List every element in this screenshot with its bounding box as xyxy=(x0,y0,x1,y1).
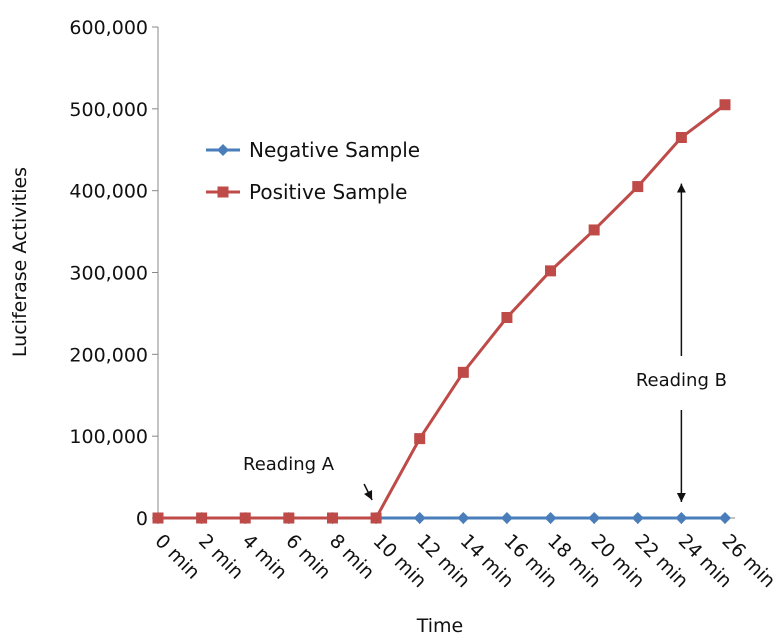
y-tick-label: 600,000 xyxy=(69,17,148,39)
data-point xyxy=(501,312,513,324)
series-line xyxy=(158,103,726,520)
legend-item: Negative Sample xyxy=(206,138,420,162)
legend-item: Positive Sample xyxy=(206,180,407,204)
y-tick-label: 300,000 xyxy=(69,263,148,285)
legend-swatch-marker xyxy=(217,144,229,156)
data-point xyxy=(152,512,164,524)
data-point xyxy=(370,512,382,524)
data-point xyxy=(588,224,600,236)
data-point xyxy=(500,512,513,524)
legend-swatch-marker xyxy=(217,186,229,198)
data-point xyxy=(719,99,731,111)
annotation-reading-b: Reading B xyxy=(636,370,727,391)
data-point xyxy=(326,512,338,524)
y-tick-label: 100,000 xyxy=(69,426,148,448)
data-point xyxy=(457,366,469,378)
y-axis-ticks: 0 100,000 200,000 300,000 400,000 500,000 600,… xyxy=(69,17,158,530)
data-point xyxy=(675,131,687,143)
data-point xyxy=(196,512,208,524)
y-tick-label: 0 xyxy=(136,508,148,530)
data-point xyxy=(413,512,426,524)
y-axis-title: Luciferase Activities xyxy=(9,167,31,357)
data-point xyxy=(414,433,426,445)
legend-label: Negative Sample xyxy=(249,138,420,162)
x-tick-label: 6 min xyxy=(281,530,335,584)
data-point xyxy=(457,512,470,524)
legend: Negative Sample Positive Sample xyxy=(206,138,420,204)
x-tick-label: 4 min xyxy=(238,530,292,584)
annotation-reading-a: Reading A xyxy=(243,454,335,475)
data-point xyxy=(588,512,601,524)
data-point xyxy=(239,512,251,524)
data-point xyxy=(719,512,731,524)
series-layer xyxy=(152,99,731,524)
legend-label: Positive Sample xyxy=(249,180,407,204)
data-point xyxy=(631,512,644,524)
x-tick-label: 0 min xyxy=(150,530,204,584)
x-tick-label: 8 min xyxy=(325,530,379,584)
y-tick-label: 400,000 xyxy=(69,181,148,203)
annotation-arrow-a xyxy=(363,483,373,501)
data-point xyxy=(545,265,557,277)
axes xyxy=(157,27,735,519)
annotation-layer: Reading A Reading B xyxy=(243,183,727,502)
data-point xyxy=(283,512,295,524)
data-point xyxy=(632,181,644,193)
data-point xyxy=(675,512,688,524)
x-axis-title: Time xyxy=(416,615,464,637)
series-positive xyxy=(152,99,731,524)
y-tick-label: 200,000 xyxy=(69,344,148,366)
x-tick-label: 2 min xyxy=(194,530,248,584)
data-point xyxy=(544,512,557,524)
y-tick-label: 500,000 xyxy=(69,99,148,121)
